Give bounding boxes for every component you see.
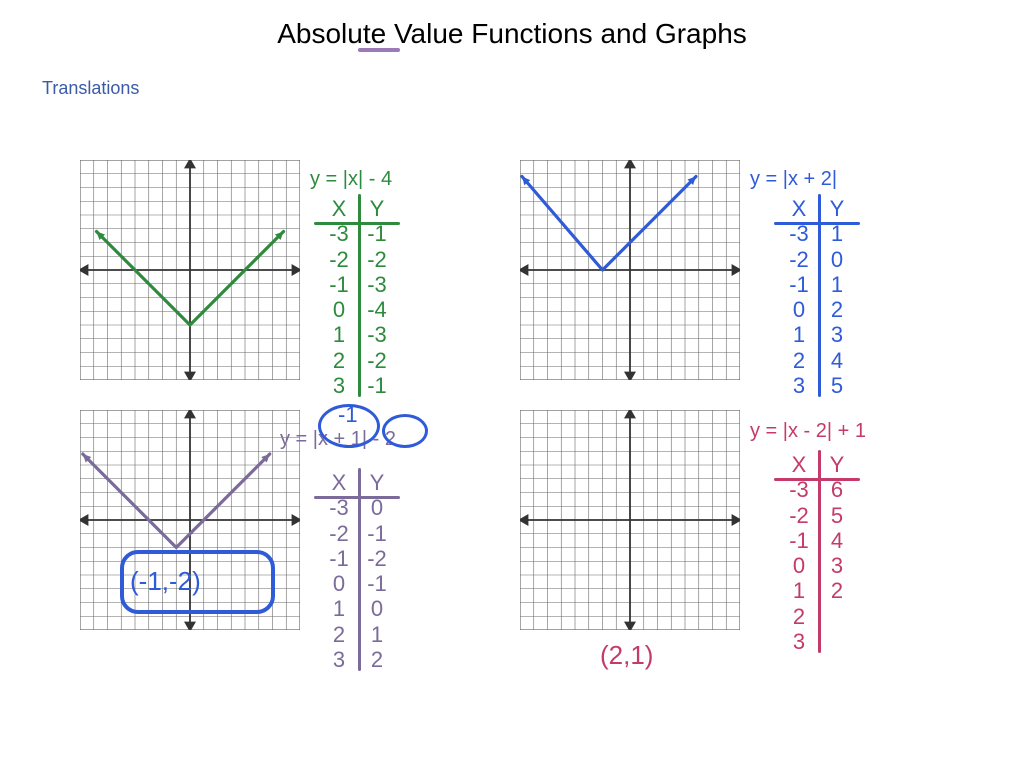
table-cell: -1: [780, 528, 818, 553]
table-cell: 1: [320, 322, 358, 347]
table-cell: 4: [818, 528, 856, 553]
table-cell: 0: [780, 553, 818, 578]
table-cell: 1: [320, 596, 358, 621]
table-cell: -1: [358, 571, 396, 596]
table-cell: 2: [320, 348, 358, 373]
table-header-cell: Y: [818, 196, 856, 221]
table-cell: 0: [320, 571, 358, 596]
table-cell: 2: [780, 348, 818, 373]
table-cell: 3: [818, 553, 856, 578]
table-header-cell: Y: [818, 452, 856, 477]
table-cell: 3: [780, 629, 818, 654]
table-cell: 0: [358, 495, 396, 520]
table-cell: 1: [358, 622, 396, 647]
table-header-cell: X: [780, 452, 818, 477]
graph-panel-bl: y = |x + 1| - 2XY-30-2-1-1-20-1102132(-1…: [80, 410, 300, 630]
table-cell: 2: [780, 604, 818, 629]
graph-panel-tr: y = |x + 2|XY-31-20-1102132435: [520, 160, 740, 380]
table-header-cell: X: [780, 196, 818, 221]
table-cell: -2: [358, 348, 396, 373]
table-cell: 2: [320, 622, 358, 647]
table-cell: 1: [780, 578, 818, 603]
table-cell: -3: [320, 221, 358, 246]
coordinate-grid: [520, 160, 740, 380]
vertex-label: (2,1): [600, 640, 653, 671]
circle-annotation: [382, 414, 428, 448]
coordinate-grid: [80, 160, 300, 380]
table-header-cell: Y: [358, 470, 396, 495]
coordinate-grid: [520, 410, 740, 630]
table-header-cell: X: [320, 196, 358, 221]
table-cell: 0: [818, 247, 856, 272]
equation-label: y = |x + 2|: [750, 168, 837, 191]
table-cell: [818, 629, 856, 654]
table-cell: 5: [818, 503, 856, 528]
value-table: XY-30-2-1-1-20-1102132: [320, 470, 396, 672]
value-table: XY-31-20-1102132435: [780, 196, 856, 398]
title-underline: [358, 48, 400, 52]
table-cell: 1: [780, 322, 818, 347]
table-cell: 0: [780, 297, 818, 322]
table-header-cell: X: [320, 470, 358, 495]
table-cell: -2: [320, 521, 358, 546]
table-cell: 6: [818, 477, 856, 502]
subtitle: Translations: [42, 78, 139, 99]
graph-panel-tl: y = |x| - 4XY-3-1-2-2-1-30-41-32-23-1: [80, 160, 300, 380]
table-cell: -2: [780, 503, 818, 528]
value-table: XY-3-1-2-2-1-30-41-32-23-1: [320, 196, 396, 398]
table-cell: 2: [358, 647, 396, 672]
value-table: XY-36-25-14031223: [780, 452, 856, 654]
table-cell: 2: [818, 578, 856, 603]
table-cell: -1: [358, 221, 396, 246]
circle-annotation: [318, 404, 380, 448]
table-cell: -1: [780, 272, 818, 297]
table-cell: -4: [358, 297, 396, 322]
table-cell: -3: [320, 495, 358, 520]
table-cell: -3: [780, 221, 818, 246]
box-annotation: [120, 550, 275, 614]
table-cell: -1: [320, 546, 358, 571]
table-cell: -3: [358, 272, 396, 297]
equation-label: y = |x - 2| + 1: [750, 420, 866, 443]
table-cell: -3: [358, 322, 396, 347]
table-cell: 2: [818, 297, 856, 322]
table-cell: -2: [780, 247, 818, 272]
table-cell: -2: [320, 247, 358, 272]
page-title: Absolute Value Functions and Graphs: [0, 18, 1024, 50]
table-cell: 4: [818, 348, 856, 373]
table-cell: 1: [818, 272, 856, 297]
table-cell: 0: [358, 596, 396, 621]
table-cell: -2: [358, 546, 396, 571]
table-cell: 0: [320, 297, 358, 322]
table-cell: 3: [780, 373, 818, 398]
table-cell: -3: [780, 477, 818, 502]
table-cell: -1: [320, 272, 358, 297]
table-cell: 1: [818, 221, 856, 246]
table-cell: 3: [818, 322, 856, 347]
table-cell: [818, 604, 856, 629]
table-cell: -2: [358, 247, 396, 272]
equation-label: y = |x| - 4: [310, 168, 392, 191]
graph-panel-br: y = |x - 2| + 1XY-36-25-14031223(2,1): [520, 410, 740, 630]
table-cell: 3: [320, 373, 358, 398]
table-cell: -1: [358, 373, 396, 398]
table-cell: 5: [818, 373, 856, 398]
table-cell: -1: [358, 521, 396, 546]
table-cell: 3: [320, 647, 358, 672]
table-header-cell: Y: [358, 196, 396, 221]
